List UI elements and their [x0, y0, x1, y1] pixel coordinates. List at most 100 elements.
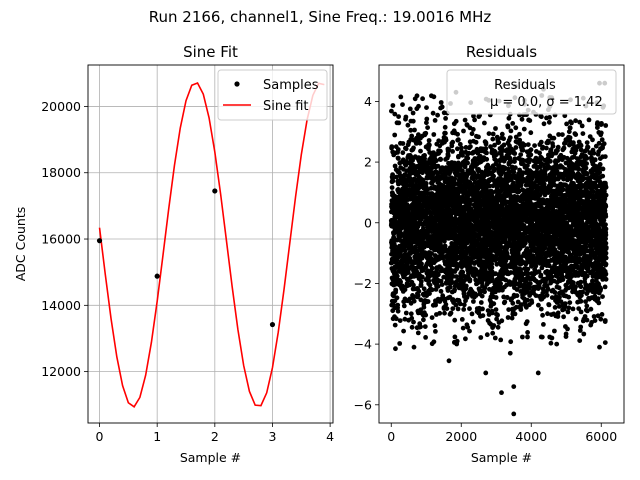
sine-fit-legend: Samples Sine fit: [217, 69, 328, 121]
residual-point: [513, 165, 518, 171]
residual-point: [422, 324, 428, 329]
residual-point: [431, 132, 437, 137]
residual-point: [525, 297, 530, 303]
residual-point: [493, 307, 499, 312]
residual-point: [463, 336, 468, 342]
residual-point: [389, 185, 395, 191]
residual-point: [518, 152, 524, 158]
residual-point: [548, 340, 554, 346]
residual-point: [427, 291, 432, 296]
residual-point: [557, 294, 562, 300]
residual-point: [499, 318, 505, 324]
residual-point: [473, 139, 479, 145]
residual-point: [403, 146, 409, 152]
residual-point: [541, 121, 547, 127]
residual-point: [499, 131, 505, 137]
residual-point: [398, 94, 404, 100]
sample-point: [269, 321, 276, 328]
residual-point: [424, 191, 429, 197]
residual-point: [490, 131, 496, 137]
residual-point: [528, 147, 534, 153]
residual-point: [453, 118, 459, 124]
residual-point: [538, 272, 544, 278]
residual-point: [393, 287, 399, 293]
residual-point: [423, 312, 429, 318]
residual-point: [552, 290, 558, 295]
residual-point: [471, 299, 476, 304]
residual-point: [412, 244, 418, 250]
residual-point: [472, 117, 477, 123]
residual-point: [431, 94, 437, 100]
sine-fit-ytick-label: 18000: [41, 165, 81, 180]
residual-point: [392, 322, 398, 328]
residual-point: [498, 337, 504, 343]
residual-point: [490, 330, 496, 336]
residual-point: [443, 130, 448, 136]
residual-point: [443, 302, 449, 307]
residual-point: [455, 306, 461, 312]
residual-point: [538, 306, 544, 312]
residual-point: [538, 139, 544, 145]
residual-point: [484, 150, 489, 156]
residual-point: [411, 319, 416, 325]
residual-point: [433, 329, 438, 334]
residual-point: [536, 302, 541, 308]
residual-point: [483, 141, 489, 147]
sine-fit-title: Sine Fit: [183, 43, 238, 61]
residual-point: [468, 144, 473, 149]
residual-point: [443, 137, 449, 143]
sine-fit-ytick-label: 14000: [41, 298, 81, 313]
residual-point: [395, 147, 401, 152]
residual-point: [520, 334, 525, 340]
residual-point: [438, 157, 443, 162]
residual-point: [510, 121, 516, 126]
legend-samples-marker: [234, 81, 240, 87]
residual-point: [524, 319, 530, 324]
residual-point: [560, 132, 565, 138]
residual-point: [467, 306, 472, 312]
residual-point: [555, 144, 561, 150]
residual-point: [552, 328, 557, 334]
residual-point: [469, 311, 475, 317]
residuals-title: Residuals: [466, 43, 537, 61]
residual-point: [544, 292, 550, 298]
residual-point: [432, 118, 438, 123]
residual-point: [463, 283, 469, 289]
residual-point: [450, 139, 456, 145]
sample-point: [154, 273, 160, 279]
residual-point: [527, 281, 533, 286]
residual-point: [476, 134, 481, 140]
residual-point: [418, 297, 424, 303]
residual-point: [529, 300, 535, 305]
residual-point: [393, 316, 399, 322]
residual-point: [400, 283, 406, 289]
residual-point: [552, 305, 558, 310]
residual-point: [398, 279, 403, 285]
residual-point: [551, 135, 557, 141]
sample-point: [96, 238, 103, 244]
residual-point: [547, 115, 552, 120]
residual-point: [478, 300, 484, 305]
residual-point: [423, 181, 429, 186]
residual-point: [422, 153, 427, 158]
residual-point: [400, 102, 405, 107]
residual-point: [394, 174, 399, 180]
residual-point: [525, 142, 531, 148]
residual-point: [392, 243, 398, 249]
residual-point: [479, 293, 485, 299]
residual-point: [424, 116, 430, 122]
residual-point: [409, 324, 415, 330]
residual-point: [392, 111, 398, 117]
residual-point: [397, 341, 403, 346]
residual-point: [395, 302, 401, 308]
residual-point: [425, 299, 431, 304]
residual-point: [450, 149, 455, 154]
residual-point: [390, 178, 396, 184]
residual-point: [417, 140, 423, 146]
residual-point: [402, 316, 408, 322]
sine-fit-xtick-label: 4: [326, 429, 334, 444]
residual-point: [506, 115, 512, 121]
residual-point: [537, 150, 542, 156]
